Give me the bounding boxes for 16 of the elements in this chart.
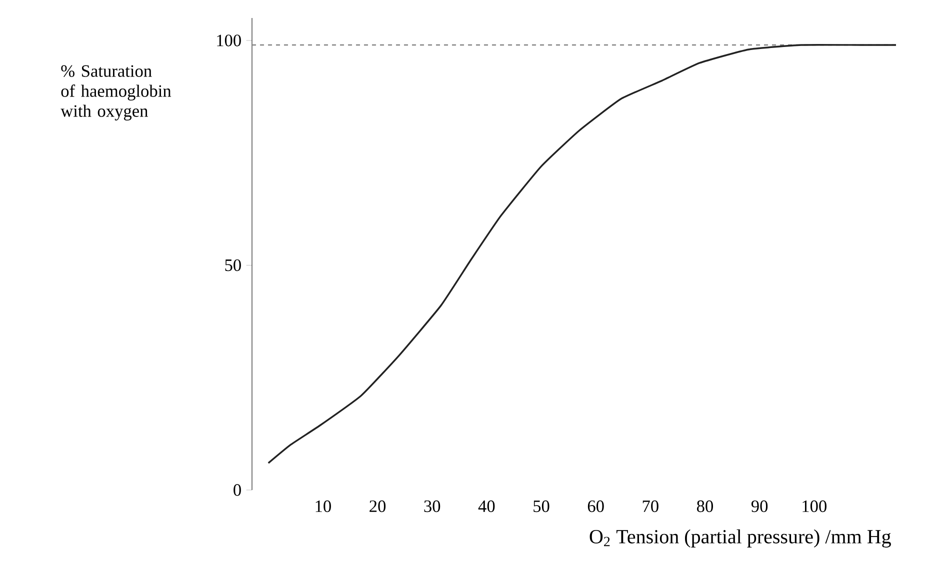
y-tick-label: 50 <box>225 259 241 272</box>
y-tick-label: 0 <box>234 484 241 496</box>
x-tick-label: 80 <box>696 500 713 512</box>
x-tick-label: 20 <box>370 500 386 512</box>
x-tick-label: 10 <box>316 500 331 512</box>
y-axis-title: % Saturation of haemoglobin with oxygen <box>60 65 172 120</box>
line-series <box>268 44 896 464</box>
x-tick-label: 100 <box>802 500 826 512</box>
x-tick-label: 60 <box>588 500 604 512</box>
x-tick-label: 30 <box>424 500 440 512</box>
x-tick-label: 40 <box>478 500 495 512</box>
x-tick-label: 70 <box>642 500 658 512</box>
x-axis-title: O$_{2}$ Tension (partial pressure) /mm Hg <box>590 529 891 548</box>
y-tick-label: 100 <box>217 34 241 46</box>
x-tick-label: 90 <box>751 500 768 512</box>
x-tick-label: 50 <box>534 500 550 512</box>
